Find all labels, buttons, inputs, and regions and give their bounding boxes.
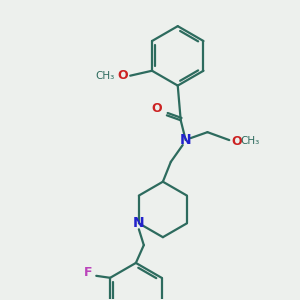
Text: O: O <box>232 135 242 148</box>
Text: F: F <box>84 266 93 279</box>
Text: O: O <box>152 102 162 115</box>
Text: N: N <box>180 133 191 147</box>
Text: CH₃: CH₃ <box>240 136 260 146</box>
Text: O: O <box>118 69 128 82</box>
Text: CH₃: CH₃ <box>95 71 114 81</box>
Text: N: N <box>133 216 145 230</box>
